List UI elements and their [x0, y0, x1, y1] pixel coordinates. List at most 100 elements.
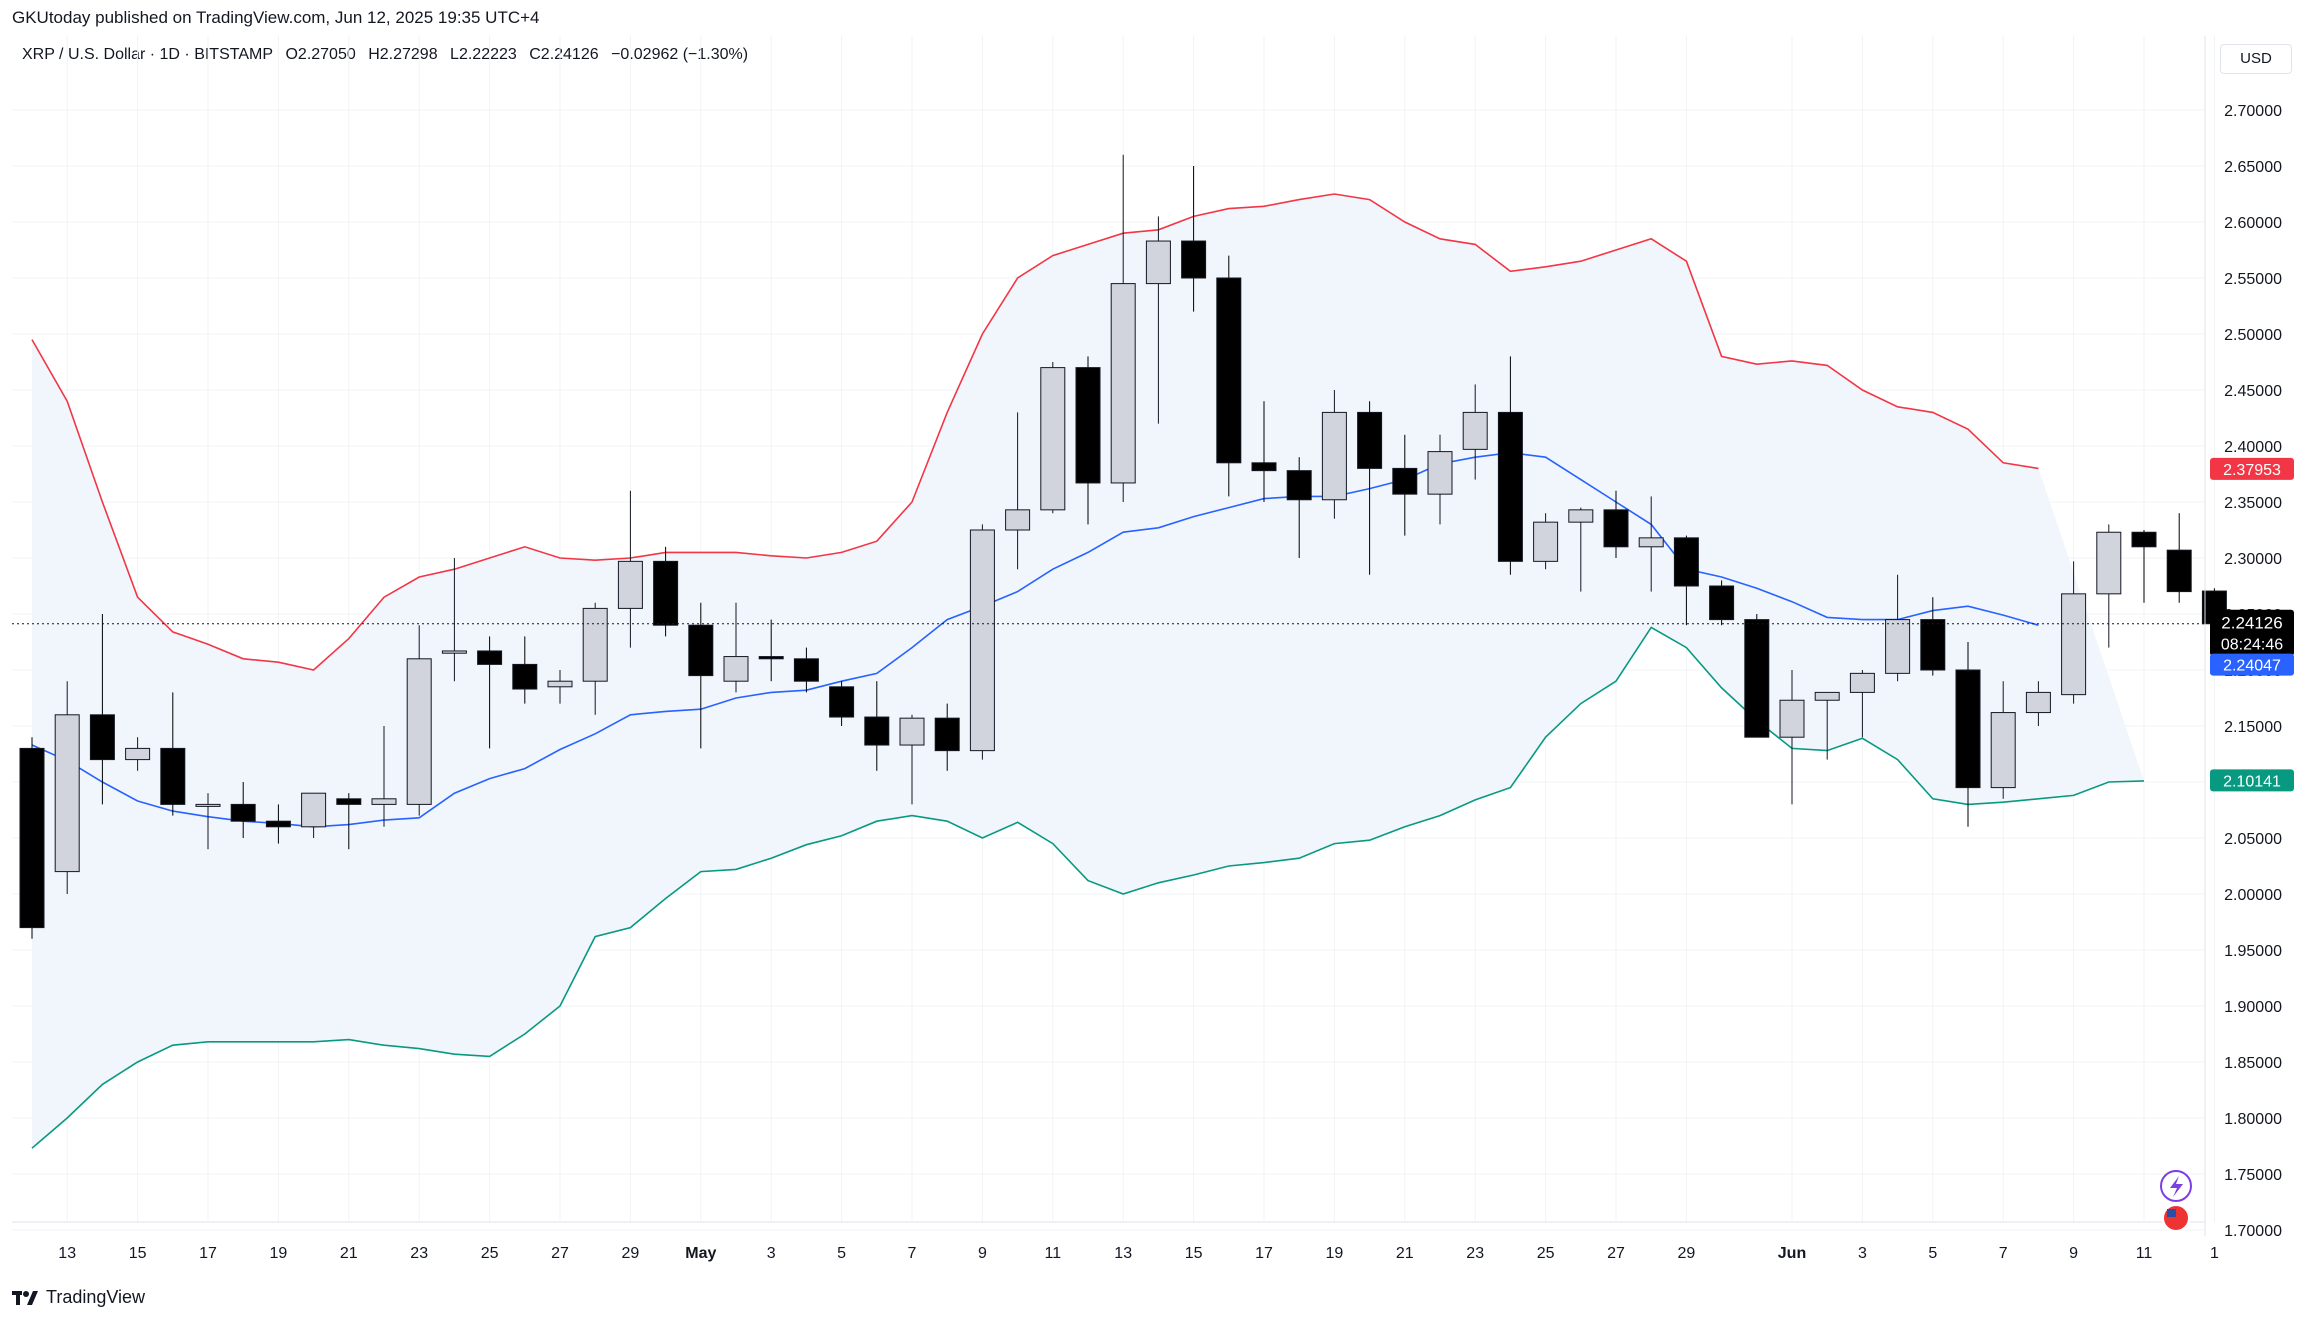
candle[interactable]	[1110, 154, 1136, 502]
price-tick-label: 1.95000	[2224, 943, 2282, 960]
candle-body-up	[371, 798, 397, 805]
symbol-info: XRP / U.S. Dollar · 1D · BITSTAMP O2.270…	[22, 46, 756, 64]
candle[interactable]	[547, 670, 573, 704]
candle-body-up	[1040, 367, 1066, 511]
candle[interactable]	[1673, 535, 1699, 626]
candle-body-down	[2166, 549, 2192, 593]
time-tick-label: 5	[837, 1245, 846, 1262]
candle-body-down	[512, 663, 538, 690]
candle[interactable]	[1709, 580, 1735, 626]
candle-body-up	[1427, 451, 1453, 495]
candle[interactable]	[195, 793, 221, 850]
candle[interactable]	[1286, 457, 1312, 558]
candle[interactable]	[934, 703, 960, 771]
candle[interactable]	[723, 602, 749, 693]
candle[interactable]	[2096, 524, 2122, 648]
candle[interactable]	[1321, 390, 1347, 519]
candle[interactable]	[793, 647, 819, 693]
currency-button[interactable]: USD	[2220, 44, 2292, 74]
candle[interactable]	[653, 546, 679, 637]
candle-body-up	[1638, 537, 1664, 548]
candle-body-up	[301, 792, 327, 828]
ohlc-low: L2.22223	[450, 46, 517, 63]
candle[interactable]	[688, 602, 714, 749]
candle-body-down	[653, 560, 679, 626]
candle[interactable]	[1568, 507, 1594, 592]
candle[interactable]	[1040, 362, 1066, 514]
candle[interactable]	[2025, 681, 2051, 726]
candle[interactable]	[1357, 401, 1383, 575]
candle[interactable]	[1814, 691, 1840, 760]
candle-body-down	[864, 716, 890, 746]
tradingview-logo[interactable]: TradingView	[12, 1287, 145, 1308]
candle[interactable]	[406, 625, 432, 816]
candle[interactable]	[2131, 530, 2157, 603]
candle[interactable]	[1990, 681, 2016, 799]
candle[interactable]	[1427, 434, 1453, 525]
candle[interactable]	[1849, 670, 1875, 738]
candle[interactable]	[1920, 597, 1946, 676]
candle[interactable]	[758, 619, 784, 682]
candle-body-down	[89, 714, 115, 761]
candle[interactable]	[1497, 356, 1523, 575]
candle[interactable]	[160, 692, 186, 816]
candle[interactable]	[1638, 496, 1664, 592]
time-tick-label: 29	[622, 1245, 640, 1262]
lower-band-badge-text: 2.10141	[2223, 773, 2281, 790]
candle-body-down	[1920, 619, 1946, 671]
candle[interactable]	[1005, 412, 1031, 570]
time-tick-label: 15	[1185, 1245, 1203, 1262]
candle[interactable]	[2166, 513, 2192, 603]
candle[interactable]	[265, 804, 291, 844]
candle-body-down	[934, 717, 960, 752]
candle[interactable]	[899, 714, 925, 805]
candle[interactable]	[1462, 384, 1488, 480]
candle[interactable]	[371, 726, 397, 827]
price-tick-label: 2.55000	[2224, 271, 2282, 288]
candle[interactable]	[1603, 490, 1629, 558]
candle[interactable]	[1744, 614, 1770, 738]
candle[interactable]	[2061, 561, 2087, 704]
time-tick-label: 25	[481, 1245, 499, 1262]
candle-body-up	[1145, 240, 1171, 285]
candle[interactable]	[582, 602, 608, 715]
candle[interactable]	[1533, 513, 1559, 570]
candle[interactable]	[829, 681, 855, 726]
tool-icons[interactable]	[2160, 1170, 2192, 1232]
candle[interactable]	[864, 681, 890, 771]
candle-body-up	[125, 747, 151, 761]
candle[interactable]	[19, 737, 45, 939]
candle-body-up	[1814, 691, 1840, 701]
candle[interactable]	[1392, 434, 1418, 536]
candle[interactable]	[1216, 255, 1242, 497]
candle[interactable]	[1885, 574, 1911, 682]
brand-name: TradingView	[46, 1287, 146, 1307]
candle[interactable]	[1779, 670, 1805, 805]
candle[interactable]	[441, 558, 467, 682]
candle[interactable]	[301, 792, 327, 838]
candle[interactable]	[1181, 166, 1207, 312]
candle-body-down	[1286, 470, 1312, 501]
candle[interactable]	[617, 490, 643, 648]
candle[interactable]	[477, 636, 503, 749]
last-price-badge: 2.24126 08:24:46	[2210, 609, 2294, 656]
upper-band-badge-box	[2210, 457, 2294, 480]
candle[interactable]	[969, 524, 995, 760]
candle[interactable]	[54, 681, 80, 894]
symbol-name[interactable]: XRP / U.S. Dollar · 1D · BITSTAMP	[22, 46, 274, 63]
candle[interactable]	[336, 793, 362, 850]
tradingview-mark-icon	[12, 1290, 38, 1305]
candle[interactable]	[1145, 216, 1171, 424]
ohlc-close: C2.24126	[529, 46, 599, 63]
candle[interactable]	[1075, 356, 1101, 525]
candle[interactable]	[230, 782, 256, 838]
time-tick-label: 3	[767, 1245, 776, 1262]
candle[interactable]	[512, 636, 538, 704]
us-flag-icon[interactable]	[2162, 1204, 2190, 1232]
candle-body-down	[1673, 537, 1699, 587]
candle[interactable]	[125, 737, 151, 771]
candle[interactable]	[1955, 642, 1981, 827]
candle[interactable]	[89, 614, 115, 805]
candle[interactable]	[1251, 401, 1277, 502]
